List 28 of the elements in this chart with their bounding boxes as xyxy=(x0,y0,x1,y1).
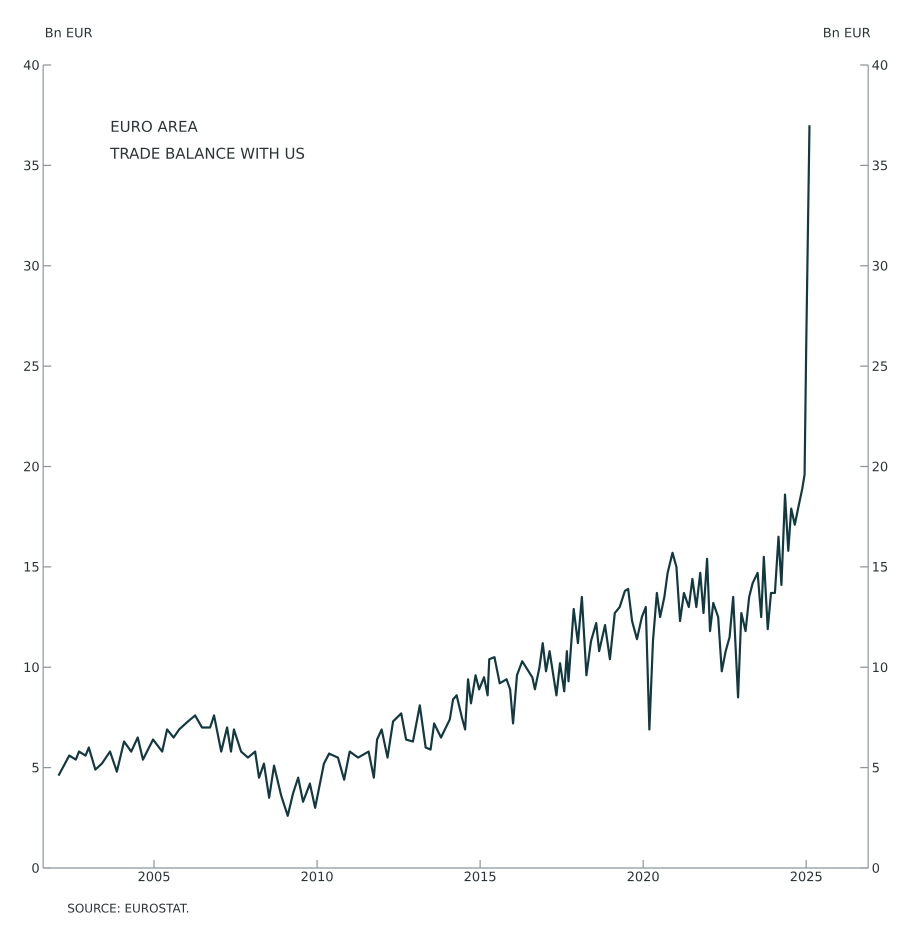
source-note: SOURCE: EUROSTAT. xyxy=(68,904,188,913)
y2-tick-label: 15 xyxy=(873,562,887,572)
y-tick-label: 40 xyxy=(24,60,39,70)
y-tick-label: 5 xyxy=(32,762,38,772)
y2-tick-label: 30 xyxy=(872,260,888,271)
y2-axis-title: Bn EUR xyxy=(824,28,870,38)
y-tick-label: 15 xyxy=(24,562,38,572)
y2-tick-label: 20 xyxy=(872,462,888,472)
x-tick-label: 2010 xyxy=(301,872,333,882)
text: EURO AREA xyxy=(112,120,198,132)
y-tick-label: 35 xyxy=(24,160,38,170)
text: TRADE BALANCE WITH US xyxy=(110,148,304,159)
y2-tick-label: 40 xyxy=(872,60,888,70)
y-axis-title: Bn EUR xyxy=(46,28,92,38)
x-tick-label: 2025 xyxy=(790,872,822,882)
y2-tick-label: 0 xyxy=(872,863,879,873)
y2-tick-label: 35 xyxy=(872,160,887,170)
x-tick-label: 2020 xyxy=(628,872,659,882)
y-tick-label: 0 xyxy=(32,863,39,873)
x-tick-label: 2005 xyxy=(138,872,170,882)
y-tick-label: 20 xyxy=(24,462,39,472)
y2-tick-label: 10 xyxy=(873,662,888,672)
y-tick-label: 10 xyxy=(24,662,39,672)
x-tick-label: 2015 xyxy=(464,872,496,882)
y-tick-label: 25 xyxy=(24,361,38,372)
y2-tick-label: 25 xyxy=(872,361,887,372)
y2-tick-label: 5 xyxy=(872,762,879,772)
y-tick-label: 30 xyxy=(24,260,39,271)
